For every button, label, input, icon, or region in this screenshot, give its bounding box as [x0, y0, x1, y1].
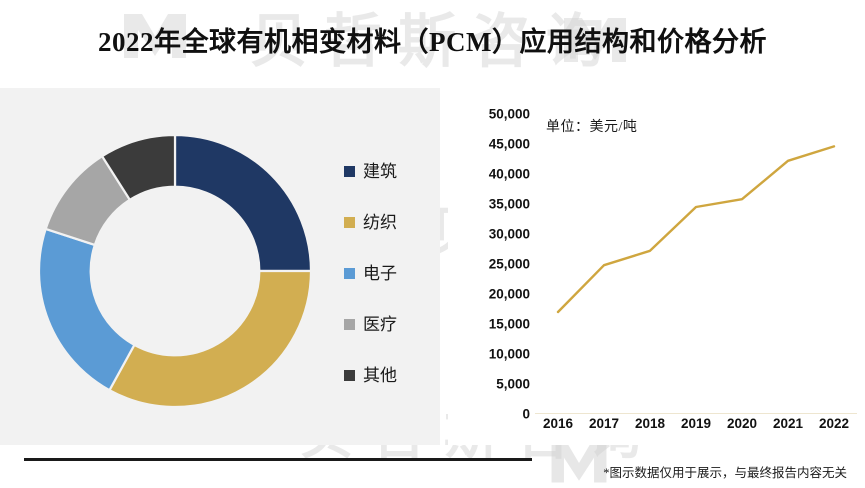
y-axis-tick-label: 40,000	[488, 166, 530, 182]
legend-item-fangzhi[interactable]: 纺织	[344, 197, 440, 248]
watermark-logo-icon	[551, 443, 607, 483]
x-axis-tick-label: 2019	[680, 416, 712, 431]
y-axis-tick-label: 10,000	[488, 346, 530, 362]
price-line-series	[556, 145, 836, 314]
legend-label-jianzhu: 建筑	[363, 162, 397, 181]
donut-chart-svg	[37, 133, 313, 409]
x-axis-tick-label: 2021	[772, 416, 804, 431]
y-axis-tick-label: 25,000	[488, 256, 530, 272]
legend-swatch-yiliao	[344, 319, 355, 330]
donut-slice-建筑[interactable]	[173, 133, 313, 273]
donut-slice-电子[interactable]	[37, 227, 136, 392]
y-axis-tick-label: 30,000	[488, 226, 530, 242]
page-title: 2022年全球有机相变材料（PCM）应用结构和价格分析	[98, 27, 767, 57]
y-axis-tick-label: 5,000	[496, 376, 530, 392]
legend-item-dianzi[interactable]: 电子	[344, 248, 440, 299]
legend-label-yiliao: 医疗	[363, 315, 397, 334]
y-axis-tick-label: 0	[522, 406, 530, 422]
y-axis-tick-label: 15,000	[488, 316, 530, 332]
line-chart-plot	[534, 114, 858, 420]
legend-item-jianzhu[interactable]: 建筑	[344, 146, 440, 197]
pie-legend: 建筑 纺织 电子 医疗 其他	[344, 146, 440, 401]
legend-swatch-fangzhi	[344, 217, 355, 228]
legend-swatch-jianzhu	[344, 166, 355, 177]
legend-swatch-qita	[344, 370, 355, 381]
x-axis-tick-label: 2022	[818, 416, 850, 431]
unit-note: 单位：美元/吨	[546, 120, 638, 135]
y-axis-tick-label: 35,000	[488, 196, 530, 212]
pie-chart-panel: 建筑 纺织 电子 医疗 其他	[0, 88, 440, 445]
footnote: *图示数据仅用于展示，与最终报告内容无关	[603, 466, 847, 480]
legend-swatch-dianzi	[344, 268, 355, 279]
x-axis-tick-label: 2018	[634, 416, 666, 431]
donut-slice-其他[interactable]	[100, 133, 177, 202]
y-axis-tick-label: 20,000	[488, 286, 530, 302]
title-band: 2022年全球有机相变材料（PCM）应用结构和价格分析	[0, 0, 865, 88]
x-axis-tick-label: 2017	[588, 416, 620, 431]
y-axis-tick-label: 45,000	[488, 136, 530, 152]
x-axis-tick-label: 2016	[542, 416, 574, 431]
slide-top-edge	[0, 0, 865, 4]
legend-item-qita[interactable]: 其他	[344, 350, 440, 401]
y-axis-tick-label: 50,000	[488, 106, 530, 122]
bottom-divider	[24, 458, 532, 461]
donut-slice-纺织[interactable]	[107, 269, 313, 409]
line-chart-svg	[534, 145, 858, 420]
legend-label-qita: 其他	[363, 366, 397, 385]
legend-item-yiliao[interactable]: 医疗	[344, 299, 440, 350]
legend-label-fangzhi: 纺织	[363, 213, 397, 232]
y-axis-ticks: 0 5,000 10,000 15,000 20,000 25,000 30,000 35,0…	[456, 88, 530, 445]
legend-label-dianzi: 电子	[363, 264, 397, 283]
line-chart-panel: 单位：美元/吨 0 5,000 10,000 15,000 20,000 25,000 30…	[448, 88, 865, 445]
donut-chart	[36, 132, 314, 410]
x-axis-ticks: 2016 2017 2018 2019 2020 2021 2022	[535, 416, 857, 442]
x-axis-tick-label: 2020	[726, 416, 758, 431]
